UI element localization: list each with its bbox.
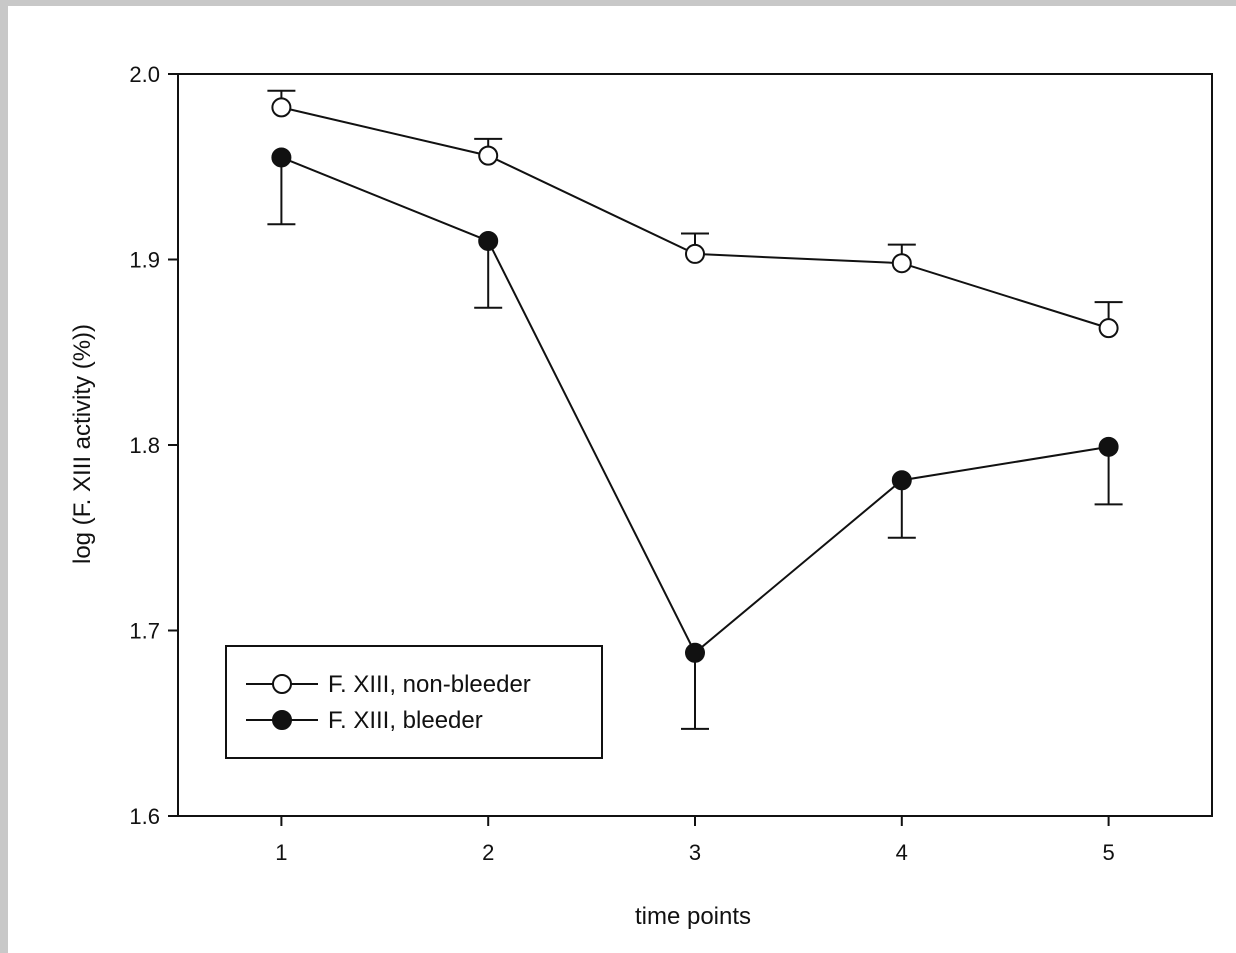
series-line bbox=[281, 156, 1109, 655]
legend-label: F. XIII, bleeder bbox=[328, 707, 483, 734]
legend: F. XIII, non-bleeder F. XIII, bleeder bbox=[225, 645, 603, 759]
series-line bbox=[281, 106, 1109, 330]
y-tick-label: 1.9 bbox=[129, 248, 160, 273]
data-point bbox=[685, 243, 705, 264]
legend-label: F. XIII, non-bleeder bbox=[328, 671, 531, 698]
y-axis-title: log (F. XIII activity (%)) bbox=[69, 324, 96, 564]
y-tick-label: 1.7 bbox=[129, 619, 160, 644]
data-point bbox=[271, 147, 292, 168]
data-point bbox=[1098, 318, 1119, 339]
data-point bbox=[891, 253, 912, 274]
ticks-layer: 1 2 3 4 5 1.6 1.7 1.8 1.9 2.0 bbox=[129, 62, 1114, 865]
data-point bbox=[478, 230, 499, 251]
y-tick-label: 2.0 bbox=[129, 62, 160, 87]
data-point bbox=[891, 470, 912, 491]
x-tick-label: 3 bbox=[689, 840, 701, 865]
series-non-bleeder bbox=[267, 89, 1123, 339]
legend-box bbox=[225, 645, 603, 759]
x-tick-label: 2 bbox=[482, 840, 494, 865]
x-tick-label: 1 bbox=[275, 840, 287, 865]
legend-marker bbox=[272, 674, 292, 694]
y-tick-label: 1.8 bbox=[129, 433, 160, 458]
x-tick-label: 4 bbox=[896, 840, 908, 865]
data-point bbox=[271, 97, 292, 118]
data-point bbox=[478, 145, 499, 166]
chart: 1 2 3 4 5 1.6 1.7 1.8 1.9 2.0 F. XIII, non-bleede… bbox=[69, 62, 1213, 930]
x-axis-title: time points bbox=[635, 903, 751, 930]
series-layer bbox=[267, 89, 1123, 730]
series-bleeder bbox=[267, 147, 1123, 730]
data-point bbox=[685, 642, 705, 663]
x-tick-label: 5 bbox=[1102, 840, 1114, 865]
y-tick-label: 1.6 bbox=[129, 804, 160, 829]
chart-frame: 1 2 3 4 5 1.6 1.7 1.8 1.9 2.0 F. XIII, non-bleede… bbox=[8, 6, 1236, 953]
data-point bbox=[1098, 436, 1119, 457]
legend-marker bbox=[272, 710, 292, 730]
